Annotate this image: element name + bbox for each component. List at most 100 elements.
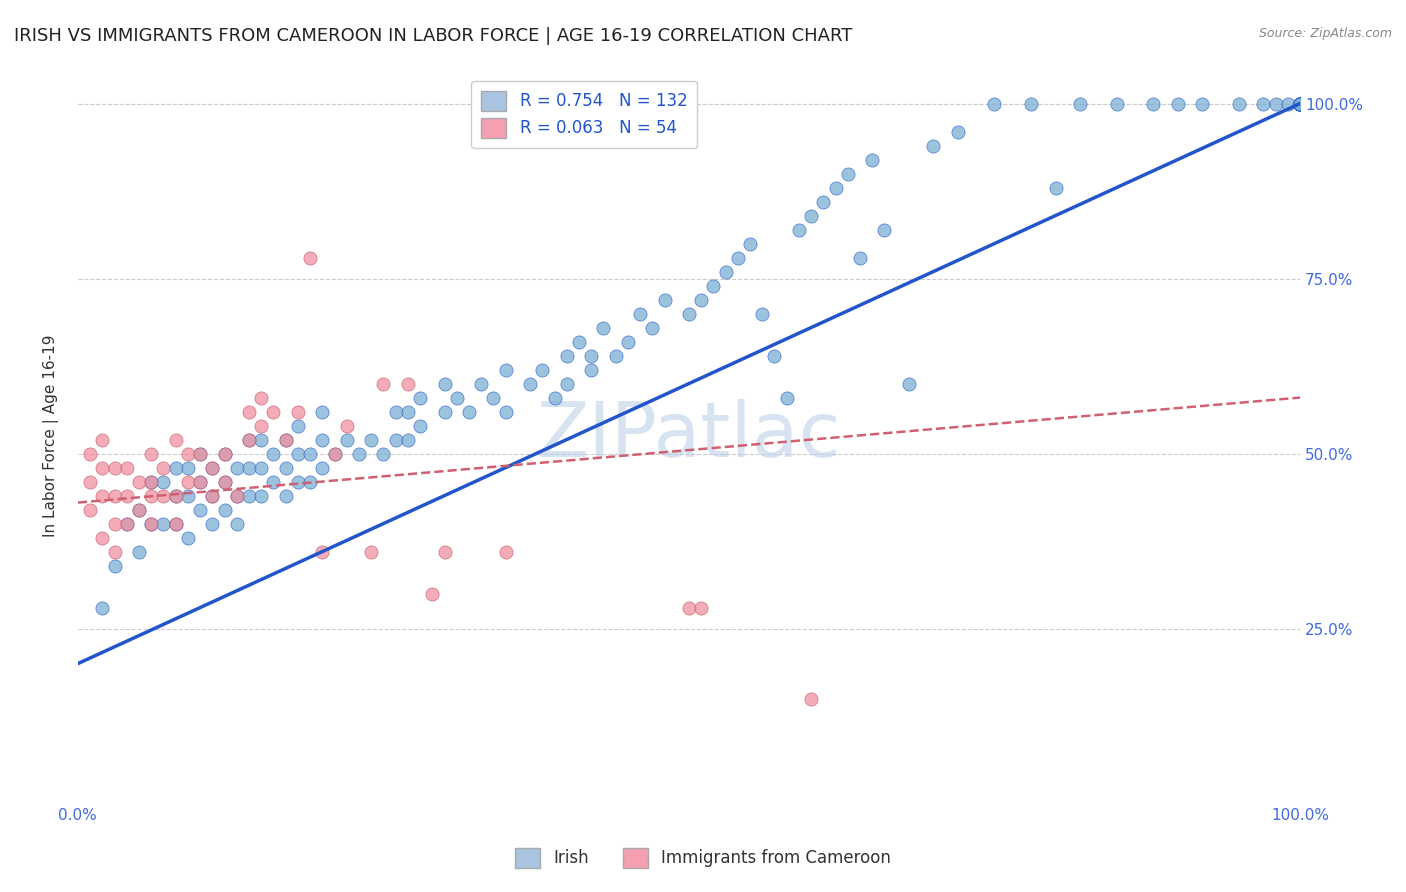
Point bbox=[1264, 96, 1286, 111]
Point bbox=[1289, 96, 1312, 111]
Point bbox=[360, 544, 382, 558]
Point bbox=[1105, 96, 1128, 111]
Point bbox=[238, 433, 260, 447]
Point bbox=[1142, 96, 1164, 111]
Point bbox=[201, 516, 224, 531]
Point bbox=[91, 489, 114, 503]
Point bbox=[433, 376, 456, 391]
Point bbox=[152, 475, 174, 489]
Point bbox=[654, 293, 676, 307]
Point bbox=[299, 251, 322, 265]
Point bbox=[384, 433, 406, 447]
Point bbox=[262, 446, 284, 460]
Point bbox=[79, 475, 101, 489]
Point bbox=[813, 194, 835, 209]
Point bbox=[287, 475, 309, 489]
Point bbox=[373, 446, 395, 460]
Point bbox=[128, 502, 150, 516]
Point bbox=[727, 251, 749, 265]
Point bbox=[983, 96, 1005, 111]
Point bbox=[141, 516, 163, 531]
Point bbox=[1069, 96, 1091, 111]
Point bbox=[1289, 96, 1312, 111]
Point bbox=[384, 404, 406, 418]
Point bbox=[1289, 96, 1312, 111]
Point bbox=[433, 404, 456, 418]
Point bbox=[579, 349, 602, 363]
Point bbox=[250, 391, 273, 405]
Point bbox=[165, 489, 187, 503]
Point bbox=[188, 446, 211, 460]
Point bbox=[347, 446, 370, 460]
Point bbox=[1289, 96, 1312, 111]
Point bbox=[555, 349, 578, 363]
Point bbox=[214, 475, 236, 489]
Point bbox=[188, 475, 211, 489]
Point bbox=[274, 489, 297, 503]
Point bbox=[79, 502, 101, 516]
Point bbox=[409, 418, 432, 433]
Point bbox=[690, 600, 713, 615]
Point bbox=[873, 222, 896, 236]
Point bbox=[103, 489, 125, 503]
Point bbox=[1289, 96, 1312, 111]
Text: ZIPatlас: ZIPatlас bbox=[537, 399, 841, 473]
Point bbox=[420, 586, 443, 600]
Point bbox=[262, 475, 284, 489]
Point bbox=[238, 433, 260, 447]
Point bbox=[188, 446, 211, 460]
Point bbox=[177, 446, 200, 460]
Point bbox=[776, 391, 799, 405]
Point bbox=[1289, 96, 1312, 111]
Point bbox=[1289, 96, 1312, 111]
Point bbox=[702, 278, 724, 293]
Point bbox=[103, 460, 125, 475]
Point bbox=[287, 404, 309, 418]
Point bbox=[250, 460, 273, 475]
Point bbox=[91, 531, 114, 545]
Point bbox=[152, 489, 174, 503]
Point bbox=[579, 362, 602, 376]
Point bbox=[214, 475, 236, 489]
Point bbox=[299, 446, 322, 460]
Point bbox=[225, 489, 247, 503]
Point bbox=[165, 460, 187, 475]
Point bbox=[214, 446, 236, 460]
Point bbox=[1289, 96, 1312, 111]
Point bbox=[91, 600, 114, 615]
Point bbox=[1289, 96, 1312, 111]
Point bbox=[690, 293, 713, 307]
Point bbox=[543, 391, 565, 405]
Point bbox=[311, 433, 333, 447]
Point bbox=[678, 307, 700, 321]
Point bbox=[201, 489, 224, 503]
Point bbox=[201, 460, 224, 475]
Point bbox=[531, 362, 554, 376]
Point bbox=[274, 433, 297, 447]
Point bbox=[323, 446, 346, 460]
Point bbox=[433, 544, 456, 558]
Legend: Irish, Immigrants from Cameroon: Irish, Immigrants from Cameroon bbox=[509, 841, 897, 875]
Point bbox=[678, 600, 700, 615]
Point bbox=[115, 516, 138, 531]
Point bbox=[225, 489, 247, 503]
Point bbox=[458, 404, 481, 418]
Point bbox=[800, 209, 823, 223]
Point bbox=[115, 516, 138, 531]
Point bbox=[188, 502, 211, 516]
Point bbox=[177, 489, 200, 503]
Point bbox=[152, 516, 174, 531]
Point bbox=[250, 489, 273, 503]
Point bbox=[605, 349, 627, 363]
Point bbox=[897, 376, 920, 391]
Point bbox=[1019, 96, 1042, 111]
Text: IRISH VS IMMIGRANTS FROM CAMEROON IN LABOR FORCE | AGE 16-19 CORRELATION CHART: IRISH VS IMMIGRANTS FROM CAMEROON IN LAB… bbox=[14, 27, 852, 45]
Point bbox=[946, 124, 969, 138]
Point bbox=[238, 489, 260, 503]
Point bbox=[225, 516, 247, 531]
Point bbox=[250, 418, 273, 433]
Point bbox=[1289, 96, 1312, 111]
Point bbox=[201, 489, 224, 503]
Point bbox=[373, 376, 395, 391]
Point bbox=[787, 222, 810, 236]
